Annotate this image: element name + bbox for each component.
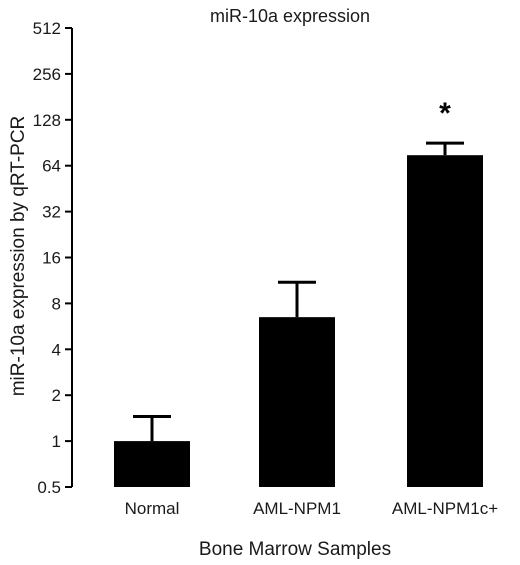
- y-tick-label: 2: [52, 386, 61, 405]
- y-tick-label: 16: [42, 249, 61, 268]
- y-tick-label: 64: [42, 157, 61, 176]
- chart-title: miR-10a expression: [210, 6, 370, 26]
- bar: [407, 155, 483, 488]
- bar: [259, 317, 335, 487]
- significance-marker: *: [439, 97, 451, 130]
- y-tick-label: 4: [52, 340, 61, 359]
- y-tick-label: 128: [33, 111, 61, 130]
- y-tick-label: 512: [33, 19, 61, 38]
- y-tick-label: 8: [52, 294, 61, 313]
- y-tick-label: 256: [33, 65, 61, 84]
- bar: [114, 441, 190, 487]
- x-axis-title: Bone Marrow Samples: [199, 539, 391, 560]
- x-category-label: AML-NPM1c+: [392, 499, 498, 518]
- y-tick-label: 32: [42, 203, 61, 222]
- y-tick-label: 0.5: [37, 478, 61, 497]
- x-category-label: Normal: [125, 499, 180, 518]
- plot-area: 0.5 1 2 4 8 16 32 64 128 256 512 Normal AML-NPM1 AML-…: [33, 19, 499, 518]
- x-category-label: AML-NPM1: [253, 499, 341, 518]
- y-axis-title: miR-10a expression by qRT-PCR: [8, 116, 29, 397]
- y-tick-label: 1: [52, 432, 61, 451]
